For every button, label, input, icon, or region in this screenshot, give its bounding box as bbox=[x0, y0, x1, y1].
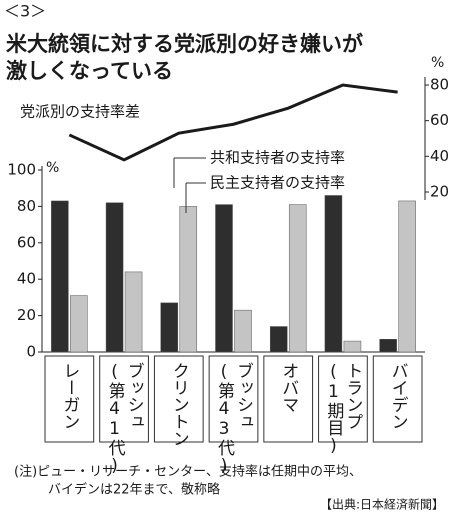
legend-bg bbox=[206, 173, 406, 193]
y-tick-label: 40 bbox=[17, 270, 36, 288]
bar bbox=[215, 204, 233, 353]
y2-tick-label: 40 bbox=[430, 147, 449, 165]
y-tick-label: 100 bbox=[7, 161, 36, 179]
bar bbox=[379, 339, 397, 353]
y-tick-label: 20 bbox=[17, 306, 36, 324]
bar bbox=[124, 271, 143, 353]
x-tick-label: トランプ bbox=[342, 362, 362, 430]
x-tick-label: ブッシュ bbox=[233, 362, 253, 430]
bar bbox=[105, 202, 124, 353]
x-tick-label: ブッシュ bbox=[124, 362, 144, 430]
category-box bbox=[99, 355, 149, 443]
bar bbox=[269, 326, 288, 353]
y2-unit: % bbox=[431, 55, 444, 71]
category-box bbox=[263, 355, 314, 443]
y-unit: % bbox=[46, 160, 59, 176]
y2-tick-label: 60 bbox=[430, 111, 449, 129]
x-tick-label: レーガン bbox=[59, 362, 79, 430]
category-box bbox=[153, 355, 204, 443]
legend-bg bbox=[206, 148, 406, 168]
chart-title: 米大統領に対する党派別の好き嫌いが bbox=[6, 32, 363, 56]
y-tick-label: 0 bbox=[26, 343, 36, 361]
note: バイデンは22年まで、敬称略 bbox=[48, 482, 220, 498]
source: 【出典:日本経済新聞】 bbox=[320, 497, 444, 512]
bar bbox=[398, 200, 416, 353]
category-box bbox=[372, 355, 423, 443]
category-box bbox=[208, 355, 259, 443]
category-box bbox=[318, 355, 368, 443]
x-tick-label: バイデン bbox=[388, 362, 408, 430]
chart-title: 激しくなっている bbox=[6, 59, 173, 83]
y2-tick-label: 80 bbox=[430, 76, 449, 94]
x-tick-label: クリントン bbox=[169, 362, 189, 447]
x-tick-label: オバマ bbox=[278, 362, 298, 413]
note: (注)ピュー・リサーチ・センター、支持率は任期中の平均、 bbox=[14, 464, 362, 480]
x-tick-label: (1期目) bbox=[323, 362, 344, 456]
legend-label: 民主支持者の支持率 bbox=[210, 174, 345, 192]
category-box bbox=[44, 355, 95, 443]
bar bbox=[160, 302, 179, 353]
y-tick-label: 60 bbox=[17, 233, 36, 251]
legend-label: 共和支持者の支持率 bbox=[210, 149, 345, 167]
line-label: 党派別の支持率差 bbox=[20, 103, 140, 121]
bar bbox=[324, 195, 343, 353]
bar bbox=[179, 206, 198, 353]
bar bbox=[70, 295, 88, 353]
line-series bbox=[68, 83, 398, 162]
y-tick-label: 80 bbox=[17, 197, 36, 215]
bar bbox=[51, 200, 69, 353]
x-tick-label: (第41代) bbox=[105, 362, 126, 476]
bar bbox=[234, 309, 252, 353]
x-tick-label: (第43代) bbox=[214, 362, 235, 476]
bar bbox=[343, 340, 362, 353]
y2-tick-label: 20 bbox=[430, 183, 449, 201]
figure-label: ＜3＞ bbox=[4, 2, 46, 21]
bar bbox=[288, 204, 307, 353]
